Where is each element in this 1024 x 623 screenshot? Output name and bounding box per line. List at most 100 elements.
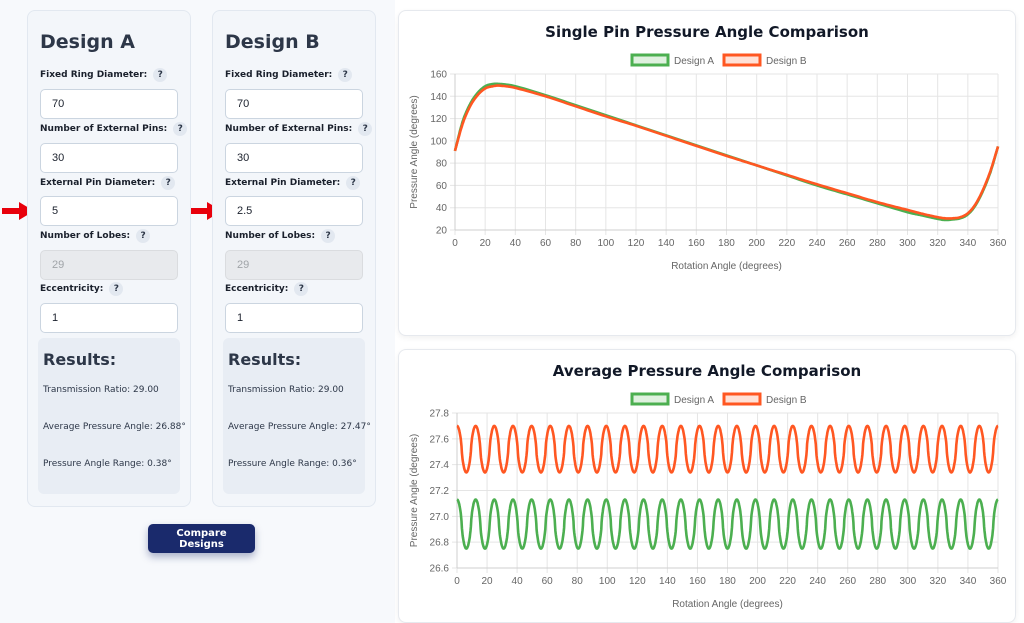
question-icon[interactable]: ? bbox=[136, 229, 151, 243]
number-of-external-pins-input[interactable] bbox=[225, 143, 363, 173]
x-tick-label: 320 bbox=[930, 576, 947, 587]
x-tick-label: 140 bbox=[658, 238, 675, 249]
number-of-lobes-input bbox=[40, 250, 178, 280]
eccentricity-label: Eccentricity:? bbox=[40, 282, 124, 296]
chart-title: Average Pressure Angle Comparison bbox=[553, 362, 861, 380]
legend-label: Design A bbox=[674, 56, 714, 67]
external-pin-diameter-label: External Pin Diameter:? bbox=[225, 176, 361, 190]
y-tick-label: 27.4 bbox=[430, 460, 450, 471]
number-of-external-pins-input[interactable] bbox=[40, 143, 178, 173]
y-tick-label: 60 bbox=[436, 181, 448, 192]
y-axis-label: Pressure Angle (degrees) bbox=[409, 434, 420, 547]
x-tick-label: 120 bbox=[629, 576, 646, 587]
x-tick-label: 200 bbox=[749, 576, 766, 587]
design-a-title: Design A bbox=[40, 31, 135, 53]
single-pin-chart-card: Single Pin Pressure Angle Comparison Desi… bbox=[398, 10, 1016, 336]
x-tick-label: 60 bbox=[542, 576, 554, 587]
design-b-title: Design B bbox=[225, 31, 320, 53]
x-tick-label: 160 bbox=[688, 238, 705, 249]
x-tick-label: 160 bbox=[689, 576, 706, 587]
x-tick-label: 240 bbox=[809, 576, 826, 587]
average-pressure-angle: Average Pressure Angle: 26.88° bbox=[43, 422, 186, 432]
pressure-angle-range: Pressure Angle Range: 0.36° bbox=[228, 459, 357, 469]
x-axis-label: Rotation Angle (degrees) bbox=[672, 599, 783, 610]
fixed-ring-diameter-label: Fixed Ring Diameter:? bbox=[40, 68, 168, 82]
eccentricity-input[interactable] bbox=[225, 303, 363, 333]
average-pressure-angle: Average Pressure Angle: 27.47° bbox=[228, 422, 371, 432]
x-tick-label: 360 bbox=[990, 576, 1007, 587]
y-tick-label: 27.2 bbox=[430, 486, 450, 497]
question-icon[interactable]: ? bbox=[173, 122, 188, 136]
question-icon[interactable]: ? bbox=[321, 229, 336, 243]
x-tick-label: 80 bbox=[570, 238, 582, 249]
legend-label: Design B bbox=[766, 56, 807, 67]
fixed-ring-diameter-input[interactable] bbox=[40, 89, 178, 119]
question-icon[interactable]: ? bbox=[161, 176, 176, 190]
results-title: Results: bbox=[228, 350, 302, 369]
legend-swatch bbox=[630, 53, 670, 67]
legend-swatch bbox=[722, 53, 762, 67]
y-tick-label: 27.6 bbox=[430, 434, 450, 445]
question-icon[interactable]: ? bbox=[338, 68, 353, 82]
y-tick-label: 80 bbox=[436, 159, 448, 170]
x-tick-label: 180 bbox=[718, 238, 735, 249]
x-tick-label: 220 bbox=[779, 576, 796, 587]
compare-designs-button[interactable]: Compare Designs bbox=[148, 524, 255, 553]
number-of-external-pins-label: Number of External Pins:? bbox=[40, 122, 188, 136]
x-tick-label: 40 bbox=[512, 576, 524, 587]
number-of-lobes-label: Number of Lobes:? bbox=[225, 229, 336, 243]
legend-label: Design A bbox=[674, 395, 714, 406]
design-b-results: Results: Transmission Ratio: 29.00 Avera… bbox=[223, 338, 371, 494]
question-icon[interactable]: ? bbox=[153, 68, 168, 82]
x-tick-label: 240 bbox=[809, 238, 826, 249]
external-pin-diameter-input[interactable] bbox=[225, 196, 363, 226]
y-tick-label: 26.6 bbox=[430, 564, 450, 575]
x-tick-label: 20 bbox=[480, 238, 492, 249]
number-of-external-pins-label: Number of External Pins:? bbox=[225, 122, 373, 136]
x-tick-label: 200 bbox=[748, 238, 765, 249]
single-pin-chart: Single Pin Pressure Angle Comparison Desi… bbox=[409, 23, 1007, 272]
question-icon[interactable]: ? bbox=[109, 282, 124, 296]
x-tick-label: 340 bbox=[959, 238, 976, 249]
y-tick-label: 140 bbox=[430, 92, 447, 103]
question-icon[interactable]: ? bbox=[294, 282, 309, 296]
x-tick-label: 40 bbox=[510, 238, 522, 249]
legend-swatch bbox=[722, 392, 762, 406]
x-tick-label: 60 bbox=[540, 238, 552, 249]
series-line-design-b bbox=[456, 424, 999, 474]
question-icon[interactable]: ? bbox=[358, 122, 373, 136]
x-tick-label: 220 bbox=[778, 238, 795, 249]
fixed-ring-diameter-input[interactable] bbox=[225, 89, 363, 119]
x-tick-label: 340 bbox=[960, 576, 977, 587]
x-tick-label: 360 bbox=[990, 238, 1007, 249]
x-axis-label: Rotation Angle (degrees) bbox=[671, 261, 782, 272]
design-a-panel: Design A Fixed Ring Diameter:? Number of… bbox=[27, 10, 191, 507]
y-tick-label: 26.8 bbox=[430, 538, 450, 549]
x-tick-label: 100 bbox=[599, 576, 616, 587]
transmission-ratio: Transmission Ratio: 29.00 bbox=[43, 385, 159, 395]
x-tick-label: 280 bbox=[869, 576, 886, 587]
average-chart-card: Average Pressure Angle Comparison Design … bbox=[398, 349, 1016, 623]
series-line-design-b bbox=[453, 84, 1000, 220]
eccentricity-input[interactable] bbox=[40, 303, 178, 333]
design-a-results: Results: Transmission Ratio: 29.00 Avera… bbox=[38, 338, 186, 494]
pressure-angle-range: Pressure Angle Range: 0.38° bbox=[43, 459, 172, 469]
legend-swatch bbox=[630, 392, 670, 406]
x-tick-label: 180 bbox=[719, 576, 736, 587]
legend-label: Design B bbox=[766, 395, 807, 406]
x-tick-label: 320 bbox=[929, 238, 946, 249]
x-tick-label: 260 bbox=[839, 576, 856, 587]
x-tick-label: 120 bbox=[628, 238, 645, 249]
results-title: Results: bbox=[43, 350, 117, 369]
series-line-design-a bbox=[456, 498, 999, 550]
x-tick-label: 0 bbox=[452, 238, 458, 249]
y-tick-label: 20 bbox=[436, 226, 448, 237]
x-tick-label: 300 bbox=[899, 238, 916, 249]
question-icon[interactable]: ? bbox=[346, 176, 361, 190]
y-tick-label: 27.0 bbox=[430, 512, 450, 523]
red-arrow-icon bbox=[2, 202, 34, 220]
x-tick-label: 140 bbox=[659, 576, 676, 587]
y-tick-label: 100 bbox=[430, 136, 447, 147]
fixed-ring-diameter-label: Fixed Ring Diameter:? bbox=[225, 68, 353, 82]
external-pin-diameter-input[interactable] bbox=[40, 196, 178, 226]
